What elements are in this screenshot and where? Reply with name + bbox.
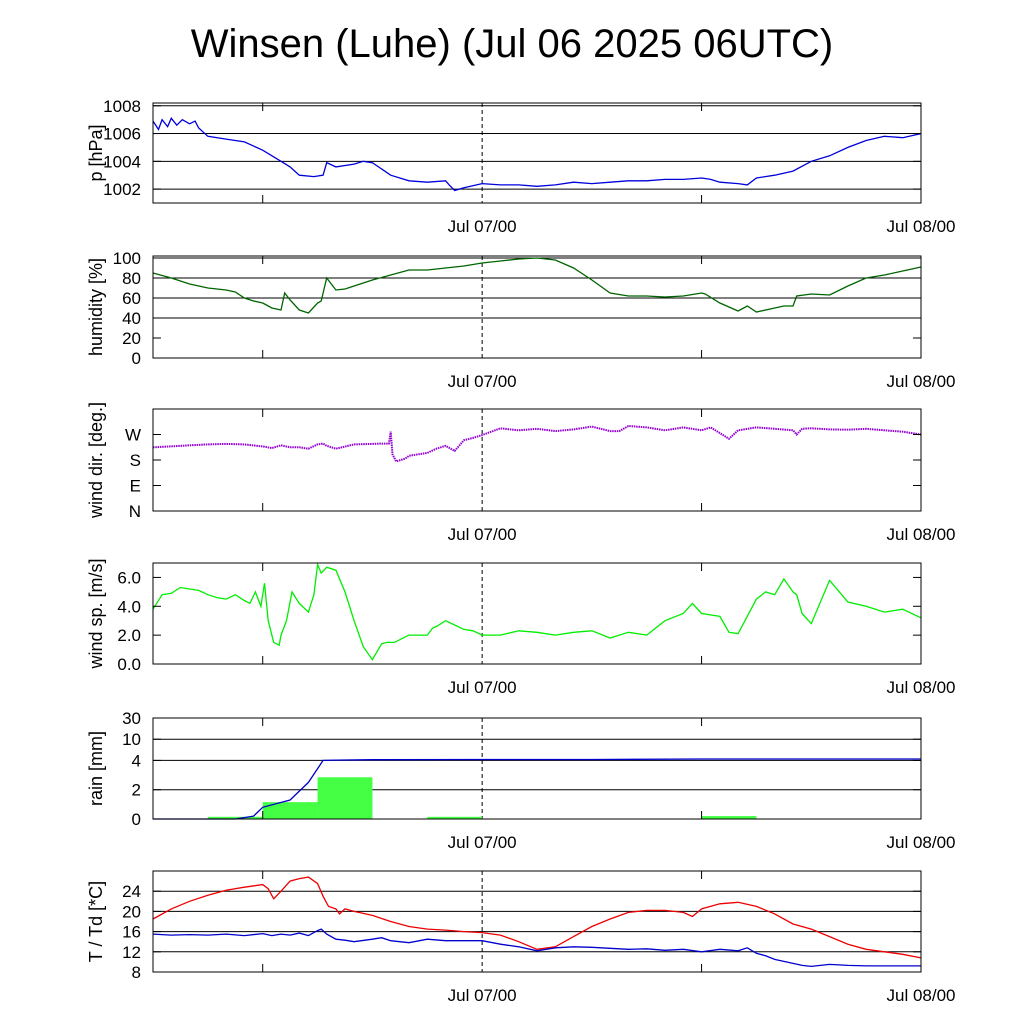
y-tick-label: W	[125, 426, 141, 445]
series-dewpoint	[152, 928, 921, 968]
y-tick-label: 30	[122, 709, 141, 728]
y-tick-label: 6.0	[117, 568, 141, 587]
rain-bar	[701, 816, 757, 819]
rain-bar	[427, 816, 483, 819]
plot-frame	[152, 562, 922, 665]
y-axis-label: humidity [%]	[86, 258, 106, 356]
x-tick-label: Jul 08/00	[887, 833, 956, 852]
x-tick-label: Jul 08/00	[887, 525, 956, 544]
chart-title: Winsen (Luhe) (Jul 06 2025 06UTC)	[190, 22, 834, 66]
y-tick-label: 1002	[103, 180, 141, 199]
x-tick-label: Jul 07/00	[448, 372, 517, 391]
series-humidity	[152, 257, 922, 314]
y-tick-label: 1004	[103, 152, 141, 171]
x-tick-label: Jul 08/00	[887, 986, 956, 1005]
plot-frame	[152, 102, 922, 204]
x-tick-label: Jul 08/00	[887, 372, 956, 391]
y-tick-label: 2.0	[117, 626, 141, 645]
y-tick-label: 20	[122, 902, 141, 921]
panel-pressure: 1002 1004 1006 1008 Jul 07/00 Jul 08/00 p [hPa…	[86, 97, 956, 236]
y-tick-label: 40	[122, 309, 141, 328]
y-axis-label: wind dir. [deg.]	[86, 402, 106, 519]
y-tick-label: 80	[122, 269, 141, 288]
x-tick-label: Jul 07/00	[448, 678, 517, 697]
y-tick-label: 12	[122, 943, 141, 962]
y-tick-label: 1006	[103, 125, 141, 144]
y-axis-label: p [hPa]	[86, 124, 106, 181]
y-tick-label: 8	[132, 963, 141, 982]
x-tick-label: Jul 07/00	[448, 986, 517, 1005]
y-tick-label: S	[130, 451, 141, 470]
y-tick-label: E	[130, 477, 141, 496]
y-tick-label: 10	[122, 730, 141, 749]
series-wind_dir	[152, 424, 922, 463]
x-tick-label: Jul 08/00	[887, 217, 956, 236]
y-tick-label: N	[129, 502, 141, 521]
y-axis-label: T / Td [*C]	[86, 881, 106, 962]
y-tick-label: 0	[132, 810, 141, 829]
y-tick-label: 1008	[103, 97, 141, 116]
y-axis-label: rain [mm]	[86, 731, 106, 806]
rain-bar	[262, 802, 318, 819]
series-temperature	[152, 876, 922, 959]
plot-frame	[152, 717, 922, 820]
plot-frame	[152, 255, 922, 359]
series-pressure	[152, 117, 922, 192]
y-tick-label: 60	[122, 289, 141, 308]
plot-frame	[152, 408, 922, 512]
y-tick-label: 16	[122, 923, 141, 942]
y-tick-label: 4.0	[117, 597, 141, 616]
y-tick-label: 100	[113, 249, 141, 268]
rain-bar	[317, 777, 373, 819]
series-wind_speed	[152, 561, 922, 661]
y-tick-label: 20	[122, 329, 141, 348]
y-tick-label: 2	[132, 781, 141, 800]
y-tick-label: 0	[132, 349, 141, 368]
x-tick-label: Jul 08/00	[887, 678, 956, 697]
x-tick-label: Jul 07/00	[448, 525, 517, 544]
y-axis-label: wind sp. [m/s]	[86, 558, 106, 669]
series-rain_sum	[153, 758, 921, 820]
x-tick-label: Jul 07/00	[448, 217, 517, 236]
y-tick-label: 4	[132, 751, 141, 770]
plot-frame	[152, 870, 922, 973]
y-tick-label: 24	[122, 882, 141, 901]
panel-rain: 0 2 4 10 30 Jul 07/00 Jul 08/00 rain [mm]	[86, 709, 956, 852]
rain-bar	[207, 816, 263, 819]
panel-wind_speed: 0.0 2.0 4.0 6.0 Jul 07/00 Jul 08/00 wind sp. […	[86, 558, 956, 697]
y-tick-label: 0.0	[117, 655, 141, 674]
x-tick-label: Jul 07/00	[448, 833, 517, 852]
